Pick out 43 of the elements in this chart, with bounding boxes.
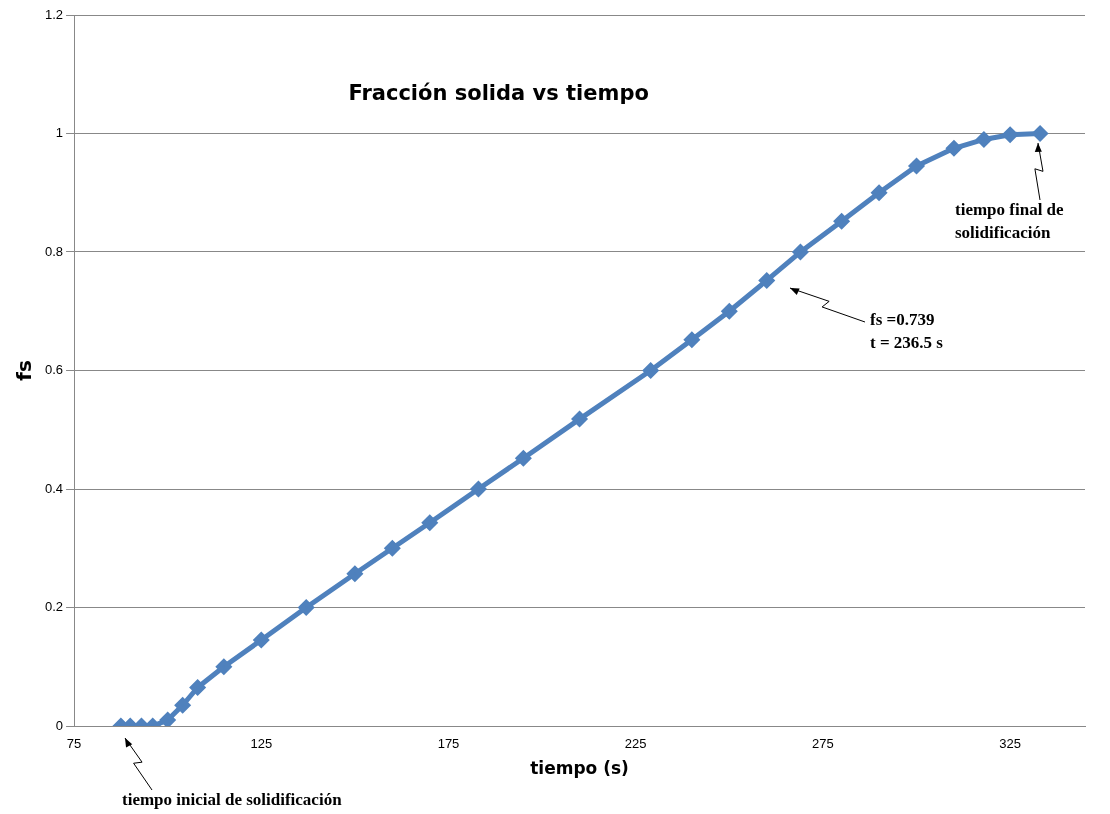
x-tick-label: 325 xyxy=(999,736,1021,752)
point xyxy=(909,158,925,174)
y-tick-label: 0 xyxy=(55,717,64,733)
point xyxy=(470,481,486,497)
annotation: fs =0.739 t = 236.5 s xyxy=(870,310,944,352)
point xyxy=(216,659,232,675)
x-tick-label: 225 xyxy=(624,736,647,752)
point xyxy=(160,712,176,726)
point xyxy=(1002,127,1018,143)
point xyxy=(422,515,438,531)
text: Fracción solida vs tiempo xyxy=(348,81,649,105)
y-tick-label: 0.6 xyxy=(44,362,64,378)
point xyxy=(384,540,400,556)
text: tiempo inicial de solidificación xyxy=(122,790,343,809)
point xyxy=(976,131,992,147)
x-tick-label: 75 xyxy=(66,736,82,752)
point xyxy=(1032,126,1048,141)
y-axis-title: fs xyxy=(12,360,37,381)
annotation: tiempo final de solidificación xyxy=(955,200,1065,242)
point xyxy=(834,213,850,229)
point xyxy=(946,140,962,156)
y-tick-label: 0.2 xyxy=(44,599,64,615)
point xyxy=(721,303,737,319)
y-tick-label: 0.8 xyxy=(44,243,64,259)
y-tick-label: 0.4 xyxy=(44,480,64,496)
point xyxy=(792,244,808,260)
point xyxy=(175,697,191,713)
point xyxy=(572,411,588,427)
point xyxy=(515,450,531,466)
x-tick-label: 275 xyxy=(812,736,834,752)
point xyxy=(871,185,887,201)
y-tick-label: 1 xyxy=(55,125,64,141)
x-tick-label: 175 xyxy=(437,736,460,752)
point xyxy=(759,272,775,288)
point xyxy=(253,632,269,648)
y-tick-label: 1.2 xyxy=(44,6,64,22)
point xyxy=(643,363,659,378)
x-axis-title: tiempo (s) xyxy=(530,758,629,779)
x-tick-label: 125 xyxy=(250,736,273,752)
point xyxy=(190,679,206,695)
point xyxy=(347,566,363,582)
point xyxy=(298,600,314,615)
point xyxy=(684,332,700,348)
